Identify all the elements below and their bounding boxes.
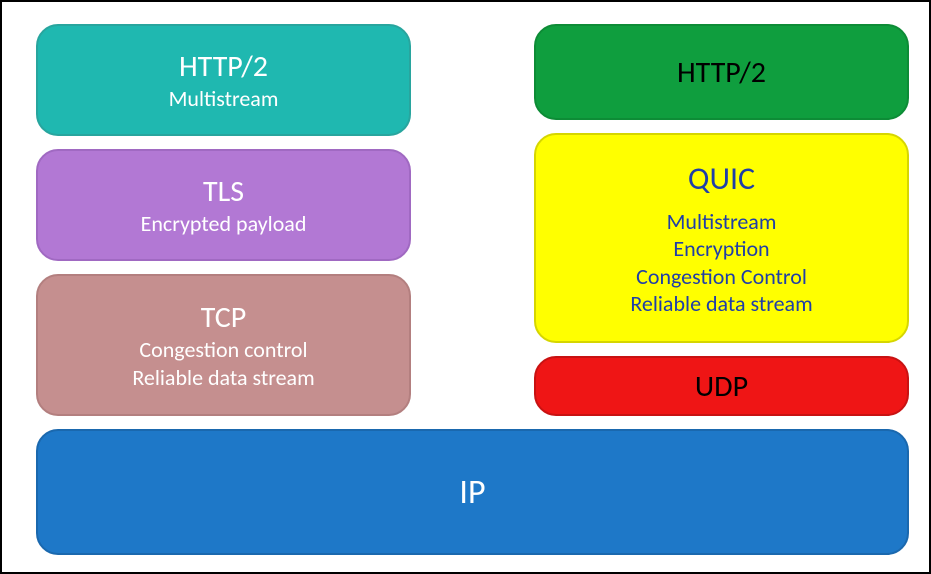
box-left-tls: TLS Encrypted payload bbox=[36, 149, 411, 261]
box-subline: Multistream bbox=[169, 85, 279, 113]
box-subline: Multistream bbox=[667, 208, 777, 236]
box-title: TCP bbox=[201, 299, 247, 336]
box-ip: IP bbox=[36, 429, 909, 555]
box-title: TLS bbox=[203, 173, 244, 210]
box-title: IP bbox=[459, 472, 485, 513]
box-right-quic: QUIC Multistream Encryption Congestion C… bbox=[534, 133, 909, 343]
box-right-udp: UDP bbox=[534, 356, 909, 416]
box-title: QUIC bbox=[688, 159, 755, 198]
box-left-http2: HTTP/2 Multistream bbox=[36, 24, 411, 136]
box-title: UDP bbox=[695, 368, 748, 405]
box-title: HTTP/2 bbox=[179, 48, 268, 85]
box-subline: Congestion Control bbox=[636, 263, 807, 291]
box-subline: Congestion control bbox=[139, 336, 307, 364]
box-title: HTTP/2 bbox=[677, 54, 766, 91]
box-right-http2: HTTP/2 bbox=[534, 24, 909, 120]
box-subline: Encryption bbox=[673, 235, 769, 263]
diagram-frame: HTTP/2 Multistream TLS Encrypted payload… bbox=[0, 0, 931, 574]
box-subline: Reliable data stream bbox=[630, 290, 812, 318]
box-subline: Reliable data stream bbox=[132, 364, 314, 392]
box-subline: Encrypted payload bbox=[141, 210, 307, 238]
box-left-tcp: TCP Congestion control Reliable data str… bbox=[36, 274, 411, 416]
